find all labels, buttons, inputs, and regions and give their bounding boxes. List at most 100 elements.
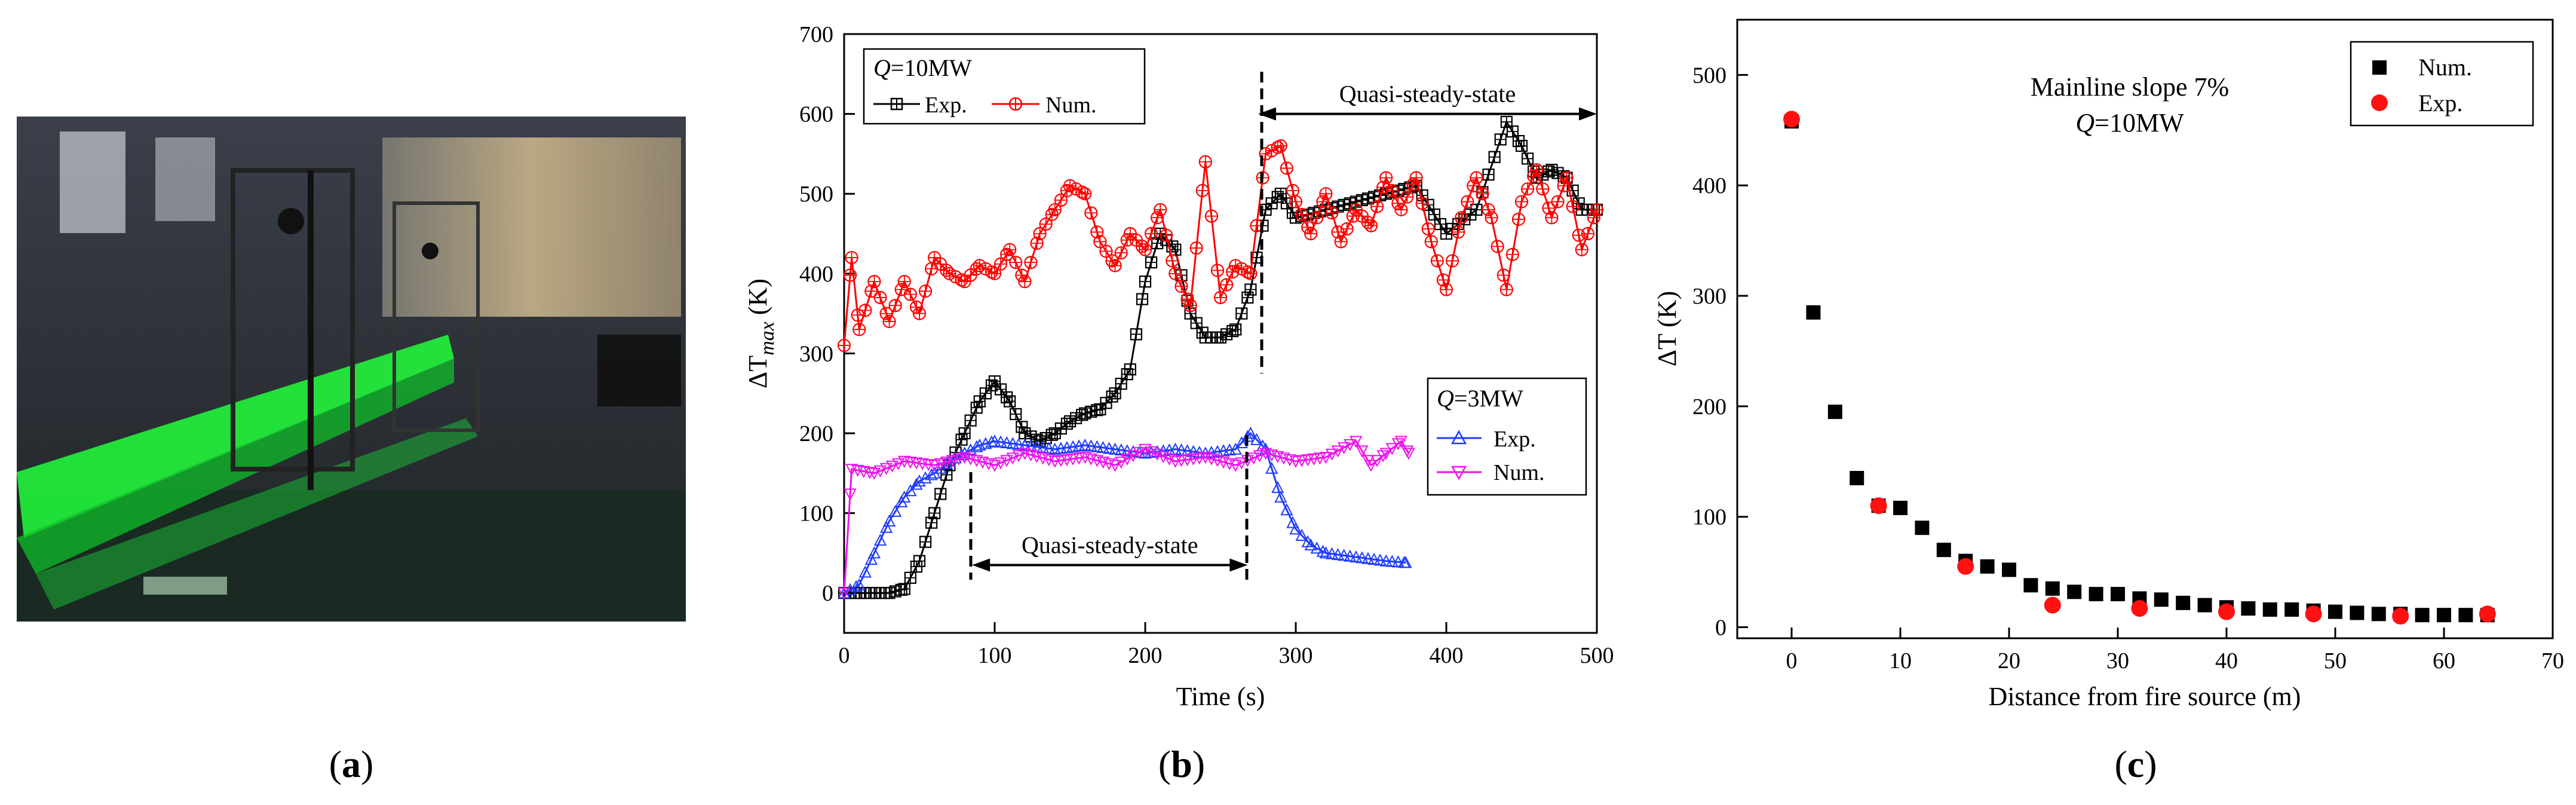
chart-b-data-point — [1361, 552, 1375, 564]
chart-c-series-layer — [1783, 111, 2496, 625]
chart-b-data-point — [1151, 211, 1164, 225]
chart-b-data-point — [1084, 439, 1097, 452]
chart-b-data-point — [892, 458, 905, 470]
chart-b-data-point — [1340, 222, 1354, 236]
chart-b-data-point — [885, 460, 899, 473]
chart-b-data-point — [1189, 241, 1203, 255]
chart-b-data-point — [928, 460, 941, 472]
chart-b-data-point — [1030, 236, 1044, 250]
chart-b-series-line — [844, 431, 1406, 594]
chart-b-data-point — [1557, 179, 1571, 192]
chart-b-data-point — [1091, 404, 1103, 417]
chart-c-data-point — [1870, 497, 1887, 515]
chart-c-ytick-label: 500 — [1692, 63, 1726, 88]
chart-b-data-point — [1350, 550, 1363, 563]
chart-b-data-point — [1310, 541, 1323, 554]
chart-b-data-point — [879, 521, 893, 533]
chart-b-xtick-label: 100 — [978, 643, 1012, 668]
legend-3mw-num-label: Num. — [1494, 460, 1545, 485]
chart-b-data-point — [1235, 457, 1248, 470]
chart-b-data-point — [1385, 555, 1399, 567]
chart-b-data-point — [1229, 323, 1242, 336]
chart-c-data-point — [2131, 600, 2148, 617]
chart-b-data-point — [1235, 436, 1248, 449]
chart-b-data-point — [1003, 243, 1017, 256]
chart-b-data-point — [1307, 453, 1320, 466]
chart-b-data-point — [1075, 185, 1089, 199]
chart-b-data-point — [1174, 280, 1188, 293]
chart-b-data-point — [1482, 169, 1495, 181]
chart-b-data-point — [1581, 226, 1594, 241]
chart-c-data-point — [2002, 562, 2016, 577]
chart-b-data-point — [1430, 254, 1444, 268]
chart-b-data-point — [1253, 450, 1266, 463]
chart-b-data-point — [1160, 228, 1173, 242]
chart-c-xlabel: Distance from fire source (m) — [1989, 682, 2301, 711]
chart-b-data-point — [894, 283, 908, 296]
chart-b-data-point — [1370, 200, 1384, 213]
chart-c-data-point — [2371, 607, 2386, 622]
chart-c-ylabel: ΔT (K) — [1652, 291, 1682, 366]
chart-b-data-point — [904, 571, 916, 584]
chart-b-data-point — [1436, 273, 1450, 287]
chart-b-ytick-label: 600 — [799, 102, 833, 127]
chart-b-ylabel: ΔTmax (K) — [743, 278, 778, 388]
legend-3mw-num-marker — [1450, 466, 1467, 480]
chart-c-data-point — [2241, 601, 2256, 616]
quasi-steady-bottom-label: Quasi-steady-state — [1022, 531, 1198, 558]
chart-b-data-point — [1301, 454, 1314, 467]
chart-b-data-point — [1344, 549, 1357, 562]
chart-b-series-line — [843, 144, 1598, 346]
chart-c: 0 10 20 30 40 50 60 70 0 100 200 300 400 500 Mainline… — [1652, 19, 2564, 785]
legend-10mw-title: Q=10MW — [873, 54, 972, 81]
chart-b-data-point — [1229, 442, 1242, 455]
chart-b-data-point — [1072, 452, 1085, 465]
chart-b-data-point — [1033, 226, 1047, 241]
chart-b-data-point — [1467, 179, 1480, 192]
chart-b-data-point — [1280, 503, 1293, 516]
chart-b-data-point — [1144, 226, 1158, 241]
chart-b-data-point — [1421, 222, 1435, 236]
chart-c-ytick-label: 100 — [1692, 505, 1726, 530]
chart-b-data-point — [838, 587, 851, 600]
chart-b-data-point — [946, 455, 959, 467]
chart-b-data-point — [1198, 155, 1212, 169]
quasi-steady-top-label: Quasi-steady-state — [1339, 81, 1516, 108]
chart-b-data-point — [867, 467, 881, 480]
chart-b-data-point — [1520, 182, 1535, 196]
chart-c-data-point — [2458, 608, 2473, 623]
chart-b-data-point — [994, 435, 1007, 448]
chart-b-data-point — [1265, 461, 1278, 474]
chart-b-data-point — [903, 287, 917, 301]
chart-b-data-point — [1350, 436, 1363, 448]
chart-c-data-point — [1827, 405, 1842, 420]
chart-b-data-point — [1485, 211, 1498, 225]
chart-b-ytick-label: 100 — [799, 501, 833, 527]
chart-b-legend-10mw: Q=10MW Exp. Num. — [863, 48, 1146, 125]
chart-b-data-point — [1204, 209, 1218, 223]
chart-b-data-point — [1016, 421, 1028, 433]
chart-b-data-point — [993, 257, 1008, 271]
chart-c-data-point — [2262, 602, 2277, 617]
chart-b-data-point — [1012, 437, 1025, 450]
chart-b-data-point — [1370, 455, 1384, 467]
chart-b-data-point — [1054, 193, 1068, 207]
chart-b-data-point — [1337, 442, 1351, 455]
chart-b-data-point — [1536, 182, 1550, 196]
chart-b-data-point — [970, 402, 983, 414]
chart-c-data-point — [1980, 559, 1995, 574]
chart-b-data-point — [858, 304, 872, 317]
chart-b-data-point — [1476, 187, 1489, 201]
chart-c-series-2 — [1783, 111, 2496, 625]
chart-b-data-point — [1379, 448, 1393, 460]
legend-3mw-exp-marker — [1450, 430, 1467, 445]
chart-b-data-point — [958, 427, 971, 440]
chart-b-data-point — [1244, 267, 1258, 280]
chart-b-xtick-label: 400 — [1430, 643, 1464, 668]
chart-b-data-point — [970, 440, 983, 452]
chart-b-data-point — [1133, 447, 1146, 460]
chart-b-series-4 — [838, 436, 1415, 600]
chart-b-plot-area — [843, 33, 1598, 634]
chart-c-data-point — [2218, 603, 2235, 620]
chart-c-data-point — [2392, 608, 2409, 625]
